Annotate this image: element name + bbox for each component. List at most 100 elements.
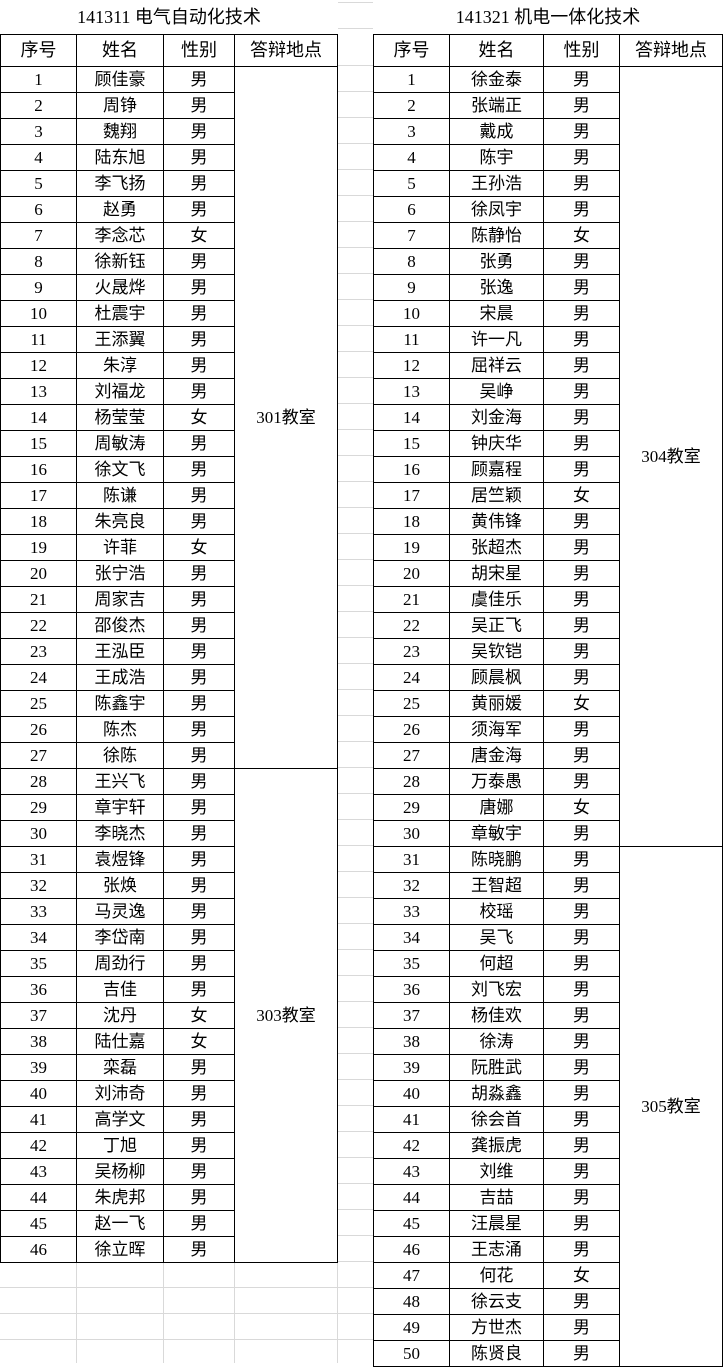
- location-cell: 305教室: [619, 846, 723, 1367]
- name-cell: 马灵逸: [76, 898, 164, 925]
- seq-cell: 6: [0, 196, 77, 223]
- table-row: 1 顾佳豪男 301教室: [0, 66, 338, 769]
- table-row: 6 徐凤宇男: [373, 196, 723, 223]
- header-location: 答辩地点: [234, 34, 338, 67]
- name-cell: 徐涛: [449, 1028, 544, 1055]
- name-cell: 陈静怡: [449, 222, 544, 249]
- gender-cell: 男: [543, 300, 620, 327]
- table-row: 31 陈晓鹏男 305教室: [373, 846, 723, 1367]
- table-row: 11 许一凡男: [373, 326, 723, 353]
- table-row: 37 沈丹女: [0, 1002, 338, 1029]
- location-cell: 304教室: [619, 66, 723, 847]
- gender-cell: 男: [163, 586, 235, 613]
- table-row: 28 王兴飞男 303教室: [0, 768, 338, 1263]
- gender-cell: 男: [543, 716, 620, 743]
- header-name: 姓名: [76, 34, 164, 67]
- name-cell: 须海军: [449, 716, 544, 743]
- seq-cell: 49: [373, 1314, 450, 1341]
- seq-cell: 31: [0, 846, 77, 873]
- name-cell: 陈鑫宇: [76, 690, 164, 717]
- gender-cell: 男: [163, 1158, 235, 1185]
- seq-cell: 39: [0, 1054, 77, 1081]
- seq-cell: 12: [0, 352, 77, 379]
- name-cell: 邵俊杰: [76, 612, 164, 639]
- name-cell: 陈晓鹏: [449, 846, 544, 873]
- seq-cell: 31: [373, 846, 450, 873]
- gender-cell: 男: [543, 1106, 620, 1133]
- name-cell: 黄伟锋: [449, 508, 544, 535]
- gender-cell: 男: [163, 1106, 235, 1133]
- table-row: 2 张端正男: [373, 92, 723, 119]
- table-row: 38 陆仕嘉女: [0, 1028, 338, 1055]
- table-row: 36 吉佳男: [0, 976, 338, 1003]
- name-cell: 王兴飞: [76, 768, 164, 795]
- table-row: 3 魏翔男: [0, 118, 338, 145]
- name-cell: 吉喆: [449, 1184, 544, 1211]
- table-row: 44 吉喆男: [373, 1184, 723, 1211]
- name-cell: 龚振虎: [449, 1132, 544, 1159]
- gender-cell: 男: [163, 976, 235, 1003]
- seq-cell: 33: [0, 898, 77, 925]
- seq-cell: 44: [0, 1184, 77, 1211]
- table-row: 30 李晓杰男: [0, 820, 338, 847]
- seq-cell: 47: [373, 1262, 450, 1289]
- table-row: 20 胡宋星男: [373, 560, 723, 587]
- name-cell: 张宁浩: [76, 560, 164, 587]
- seq-cell: 4: [373, 144, 450, 171]
- table-row: 20 张宁浩男: [0, 560, 338, 587]
- name-cell: 张焕: [76, 872, 164, 899]
- name-cell: 钟庆华: [449, 430, 544, 457]
- table-row: 43 刘维男: [373, 1158, 723, 1185]
- gender-cell: 男: [163, 872, 235, 899]
- seq-cell: 1: [373, 66, 450, 93]
- gender-cell: 女: [543, 482, 620, 509]
- name-cell: 赵勇: [76, 196, 164, 223]
- gender-cell: 男: [163, 274, 235, 301]
- seq-cell: 18: [0, 508, 77, 535]
- name-cell: 方世杰: [449, 1314, 544, 1341]
- roster-table: 序号 姓名 性别 答辩地点 1 徐金泰男 304教室 2 张端正男 3 戴成男 4 陈宇男 5 王孙浩男 6 徐…: [373, 34, 723, 1367]
- name-cell: 王泓臣: [76, 638, 164, 665]
- gender-cell: 男: [163, 846, 235, 873]
- seq-cell: 13: [0, 378, 77, 405]
- seq-cell: 42: [373, 1132, 450, 1159]
- gender-cell: 男: [543, 1002, 620, 1029]
- table-row: 28 万泰愚男: [373, 768, 723, 795]
- gender-cell: 男: [163, 1132, 235, 1159]
- table-row: 34 李岱南男: [0, 924, 338, 951]
- gender-cell: 男: [163, 1236, 235, 1263]
- table-row: 4 陆东旭男: [0, 144, 338, 171]
- name-cell: 刘金海: [449, 404, 544, 431]
- table-row: 7 李念芯女: [0, 222, 338, 249]
- name-cell: 许一凡: [449, 326, 544, 353]
- gender-cell: 女: [163, 1028, 235, 1055]
- seq-cell: 41: [373, 1106, 450, 1133]
- name-cell: 吴钦铠: [449, 638, 544, 665]
- seq-cell: 43: [373, 1158, 450, 1185]
- name-cell: 许菲: [76, 534, 164, 561]
- gender-cell: 男: [163, 560, 235, 587]
- gender-cell: 男: [163, 950, 235, 977]
- seq-cell: 20: [0, 560, 77, 587]
- gender-cell: 男: [163, 144, 235, 171]
- table-row: 1 徐金泰男 304教室: [373, 66, 723, 847]
- table-row: 45 赵一飞男: [0, 1210, 338, 1237]
- name-cell: 徐金泰: [449, 66, 544, 93]
- name-cell: 朱虎邦: [76, 1184, 164, 1211]
- name-cell: 魏翔: [76, 118, 164, 145]
- gender-cell: 女: [543, 690, 620, 717]
- seq-cell: 33: [373, 898, 450, 925]
- table-row: 30 章敏宇男: [373, 820, 723, 847]
- name-cell: 刘福龙: [76, 378, 164, 405]
- table-row: 14 杨莹莹女: [0, 404, 338, 431]
- table-row: 33 校瑶男: [373, 898, 723, 925]
- seq-cell: 23: [0, 638, 77, 665]
- table-row: 46 徐立晖男: [0, 1236, 338, 1263]
- seq-cell: 28: [0, 768, 77, 795]
- gender-cell: 男: [163, 300, 235, 327]
- name-cell: 杨佳欢: [449, 1002, 544, 1029]
- table-row: 29 章宇轩男: [0, 794, 338, 821]
- gender-cell: 男: [543, 1080, 620, 1107]
- gender-cell: 女: [543, 1262, 620, 1289]
- gender-cell: 男: [163, 326, 235, 353]
